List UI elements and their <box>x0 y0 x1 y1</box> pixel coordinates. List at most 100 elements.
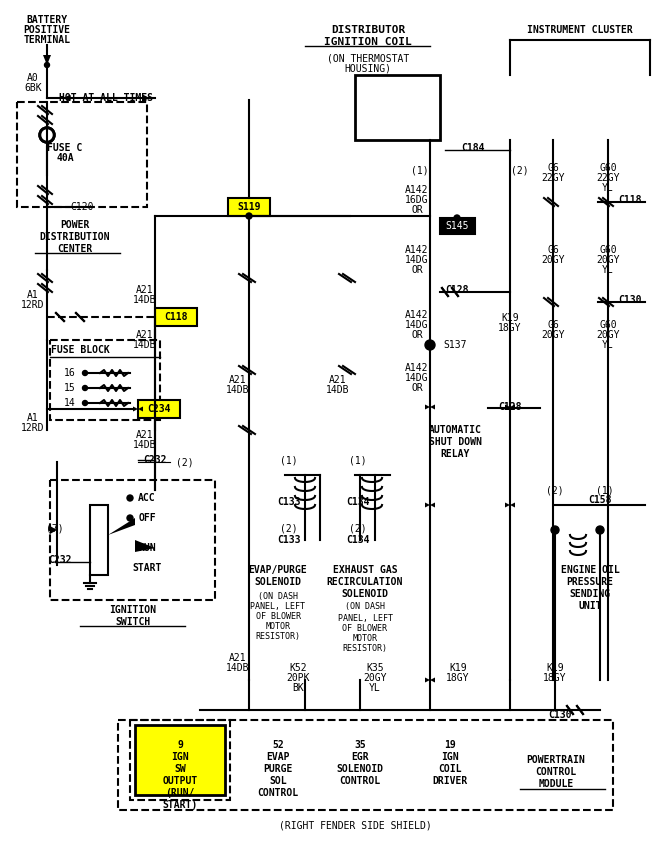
Text: DISTRIBUTION: DISTRIBUTION <box>40 232 110 242</box>
Text: PURGE: PURGE <box>263 764 292 774</box>
Polygon shape <box>430 502 435 507</box>
Polygon shape <box>505 405 510 409</box>
Text: CONTROL: CONTROL <box>339 776 381 786</box>
Text: K19: K19 <box>450 663 467 673</box>
Polygon shape <box>143 96 148 101</box>
Text: (1): (1) <box>349 455 367 465</box>
Text: IGNITION: IGNITION <box>109 605 156 615</box>
Text: COIL: COIL <box>438 764 461 774</box>
Text: 20GY: 20GY <box>541 330 565 340</box>
Text: OUTPUT: OUTPUT <box>162 776 198 786</box>
Text: (2): (2) <box>546 485 564 495</box>
Polygon shape <box>133 407 138 412</box>
Text: 9: 9 <box>177 740 183 750</box>
Text: G6: G6 <box>547 245 559 255</box>
Text: START): START) <box>162 800 198 810</box>
Text: CONTROL: CONTROL <box>536 767 577 777</box>
Text: 20GY: 20GY <box>363 673 387 683</box>
Text: 20GY: 20GY <box>596 255 620 265</box>
Text: BATTERY: BATTERY <box>27 15 68 25</box>
Bar <box>50 480 215 600</box>
Text: S119: S119 <box>237 202 261 212</box>
Text: 12RD: 12RD <box>21 423 44 433</box>
Circle shape <box>454 215 460 221</box>
Text: EVAP/PURGE: EVAP/PURGE <box>249 565 308 575</box>
Text: EXHAUST GAS: EXHAUST GAS <box>333 565 397 575</box>
Text: A21: A21 <box>229 375 247 385</box>
Text: MOTOR: MOTOR <box>265 622 290 630</box>
Text: DISTRIBUTOR: DISTRIBUTOR <box>331 25 405 35</box>
Text: 19: 19 <box>444 740 456 750</box>
Text: (ON THERMOSTAT: (ON THERMOSTAT <box>327 53 409 63</box>
Text: YL: YL <box>602 340 614 350</box>
Text: POSITIVE: POSITIVE <box>23 25 70 35</box>
Text: C128: C128 <box>499 402 522 412</box>
Polygon shape <box>65 96 70 101</box>
Text: G60: G60 <box>599 245 617 255</box>
Text: SHUT DOWN: SHUT DOWN <box>428 437 481 447</box>
Text: A142: A142 <box>405 310 429 320</box>
Text: (7): (7) <box>46 523 64 533</box>
Polygon shape <box>138 407 143 412</box>
Bar <box>355 75 440 140</box>
Text: 20GY: 20GY <box>596 330 620 340</box>
Text: YL: YL <box>369 683 381 693</box>
Text: SOLENOID: SOLENOID <box>337 764 383 774</box>
Text: 22GY: 22GY <box>541 173 565 183</box>
Text: FUSE BLOCK: FUSE BLOCK <box>50 345 109 355</box>
Text: 14DB: 14DB <box>133 295 156 305</box>
Text: S137: S137 <box>444 340 467 350</box>
Text: POWERTRAIN: POWERTRAIN <box>526 755 585 765</box>
Text: 18GY: 18GY <box>446 673 470 683</box>
Text: START: START <box>133 563 162 573</box>
Text: DRIVER: DRIVER <box>432 776 467 786</box>
Text: 16DG: 16DG <box>405 195 429 205</box>
Circle shape <box>44 63 50 68</box>
Text: OR: OR <box>411 265 423 275</box>
Text: BK: BK <box>292 683 304 693</box>
Text: (ON DASH: (ON DASH <box>345 601 385 611</box>
Circle shape <box>82 401 88 406</box>
Text: K19: K19 <box>546 663 564 673</box>
Text: OF BLOWER: OF BLOWER <box>343 623 387 633</box>
Polygon shape <box>135 540 155 552</box>
Text: (2): (2) <box>176 457 194 467</box>
Text: (2): (2) <box>280 523 298 533</box>
Text: A0: A0 <box>27 73 39 83</box>
Text: 6BK: 6BK <box>24 83 42 93</box>
Circle shape <box>127 515 133 521</box>
Text: MODULE: MODULE <box>538 779 573 789</box>
Text: IGNITION COIL: IGNITION COIL <box>324 37 412 47</box>
Circle shape <box>39 127 55 143</box>
Text: IGN: IGN <box>441 752 459 762</box>
Text: A1: A1 <box>27 413 39 423</box>
Text: PANEL, LEFT: PANEL, LEFT <box>251 601 306 611</box>
Text: 14DB: 14DB <box>133 440 156 450</box>
Text: SW: SW <box>174 764 186 774</box>
Text: A21: A21 <box>136 285 154 295</box>
Text: A142: A142 <box>405 245 429 255</box>
Text: C128: C128 <box>446 285 469 295</box>
Text: ENGINE OIL: ENGINE OIL <box>561 565 619 575</box>
Text: C232: C232 <box>143 455 167 465</box>
Text: HOUSING): HOUSING) <box>345 63 391 73</box>
Text: C118: C118 <box>619 195 642 205</box>
Text: G6: G6 <box>547 163 559 173</box>
Text: K52: K52 <box>289 663 307 673</box>
Text: S145: S145 <box>446 221 469 231</box>
Text: C118: C118 <box>164 312 188 322</box>
Text: 14DB: 14DB <box>226 385 250 395</box>
Text: 20GY: 20GY <box>541 255 565 265</box>
Circle shape <box>39 127 55 143</box>
Text: A21: A21 <box>330 375 347 385</box>
Text: OR: OR <box>411 383 423 393</box>
Text: 52: 52 <box>272 740 284 750</box>
Text: 12RD: 12RD <box>21 300 44 310</box>
Polygon shape <box>425 502 430 507</box>
Text: C232: C232 <box>48 555 72 565</box>
Bar <box>50 340 160 420</box>
Text: YL: YL <box>602 183 614 193</box>
Text: RESISTOR): RESISTOR) <box>343 644 387 652</box>
Text: 14DB: 14DB <box>226 663 250 673</box>
Text: CENTER: CENTER <box>58 244 93 254</box>
